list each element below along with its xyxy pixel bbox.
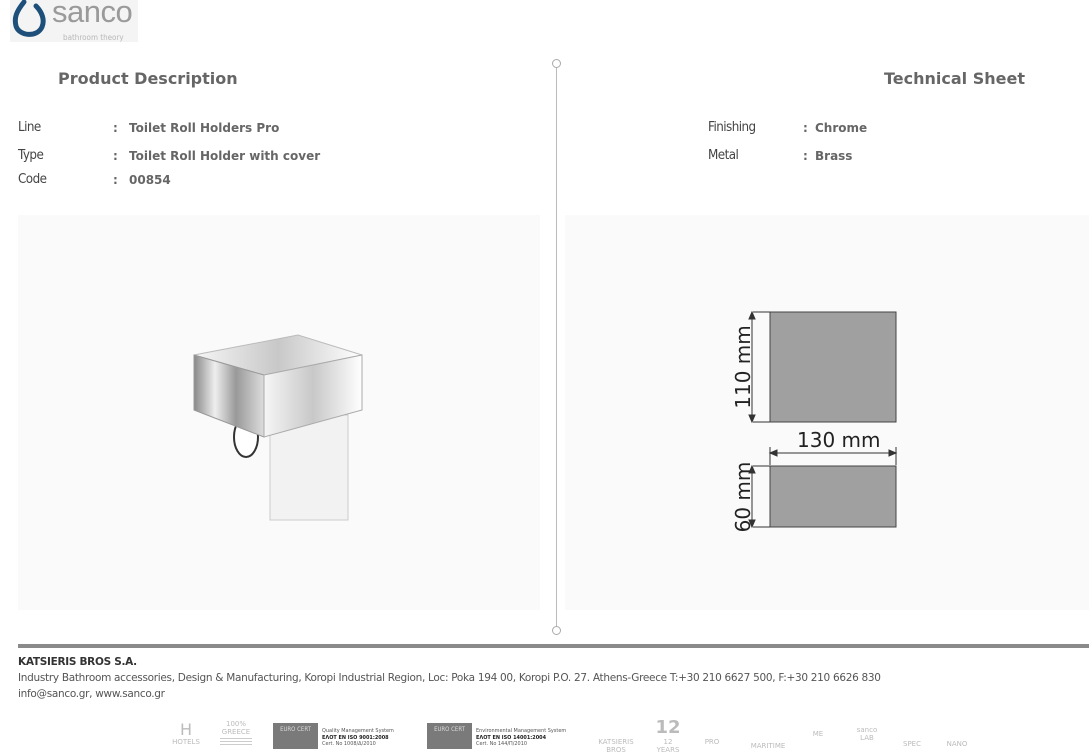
company-name: KATSIERIS BROS S.A. (18, 656, 137, 668)
hotels-label: HOTELS (172, 738, 200, 746)
line-value: Toilet Roll Holders Pro (129, 121, 280, 135)
product-image-panel (18, 215, 540, 610)
greece-badge: 100% GREECE (220, 720, 252, 746)
cert-mark: EURO CERT (434, 726, 465, 733)
cert-no: Cert. No 1008/Δ/2010 (322, 741, 376, 747)
column-divider (556, 64, 557, 631)
separator: : (803, 121, 808, 135)
pro-badge: PRO (704, 738, 720, 746)
nano-badge: NANO (946, 740, 968, 748)
cert-1-text: Quality Management System ΕΛΟΤ EN ISO 900… (322, 728, 394, 748)
katsieris-badge: KATSIERIS BROS (598, 738, 634, 754)
separator: : (113, 173, 118, 187)
water-drop-icon (12, 0, 46, 37)
logo-tagline: bathroom theory (63, 33, 124, 42)
cert-std: ΕΛΟΤ EN ISO 14001:2004 (476, 734, 547, 741)
cert-title: Quality Management System (322, 728, 394, 734)
greece-label: 100% GREECE (221, 720, 251, 736)
code-value: 00854 (129, 173, 171, 187)
logo-text: sanco (52, 0, 133, 29)
years-label: 12 YEARS (656, 738, 680, 754)
cert-no: Cert. No 144/Π/2010 (476, 741, 528, 747)
finishing-label: Finishing (708, 120, 756, 135)
metal-value: Brass (815, 149, 853, 163)
technical-sheet-heading: Technical Sheet (884, 69, 1025, 88)
depth-dimension: 60 mm (731, 461, 755, 533)
line-label: Line (18, 120, 41, 135)
technical-drawing-panel: 110 mm 130 mm 60 mm (565, 215, 1089, 610)
cert-title: Environmental Management System (476, 728, 567, 734)
eurocert-badge-2: EURO CERT (427, 723, 472, 749)
spec-badge: SPEC (903, 740, 921, 748)
metal-label: Metal (708, 148, 739, 163)
footer-divider (18, 644, 1089, 648)
separator: : (113, 149, 118, 163)
hotels-badge: H HOTELS (172, 720, 200, 747)
me-badge: ME (812, 730, 824, 738)
maritime-badge: MARITIME (750, 742, 786, 750)
code-label: Code (18, 172, 47, 187)
separator: : (113, 121, 118, 135)
eurocert-badge-1: EURO CERT (273, 723, 318, 749)
front-view (769, 311, 897, 423)
top-view (769, 465, 897, 528)
divider-end (552, 59, 561, 68)
height-dimension: 110 mm (731, 325, 755, 409)
product-image (193, 334, 363, 521)
type-label: Type (18, 148, 44, 163)
finishing-value: Chrome (815, 121, 868, 135)
product-description-heading: Product Description (58, 69, 238, 88)
years-badge: 12 12 YEARS (655, 717, 681, 754)
separator: : (803, 149, 808, 163)
cert-std: ΕΛΟΤ EN ISO 9001:2008 (322, 734, 389, 741)
sanco-logo: sanco bathroom theory (10, 0, 138, 42)
technical-drawing (748, 310, 898, 529)
lab-badge: sanco LAB (856, 726, 878, 742)
company-contact: info@sanco.gr, www.sanco.gr (18, 688, 165, 700)
cert-mark: EURO CERT (280, 726, 311, 733)
company-address: Industry Bathroom accessories, Design & … (18, 672, 881, 684)
cert-2-text: Environmental Management System ΕΛΟΤ EN I… (476, 728, 566, 748)
type-value: Toilet Roll Holder with cover (129, 149, 321, 163)
divider-end (552, 626, 561, 635)
width-dimension: 130 mm (797, 428, 881, 452)
